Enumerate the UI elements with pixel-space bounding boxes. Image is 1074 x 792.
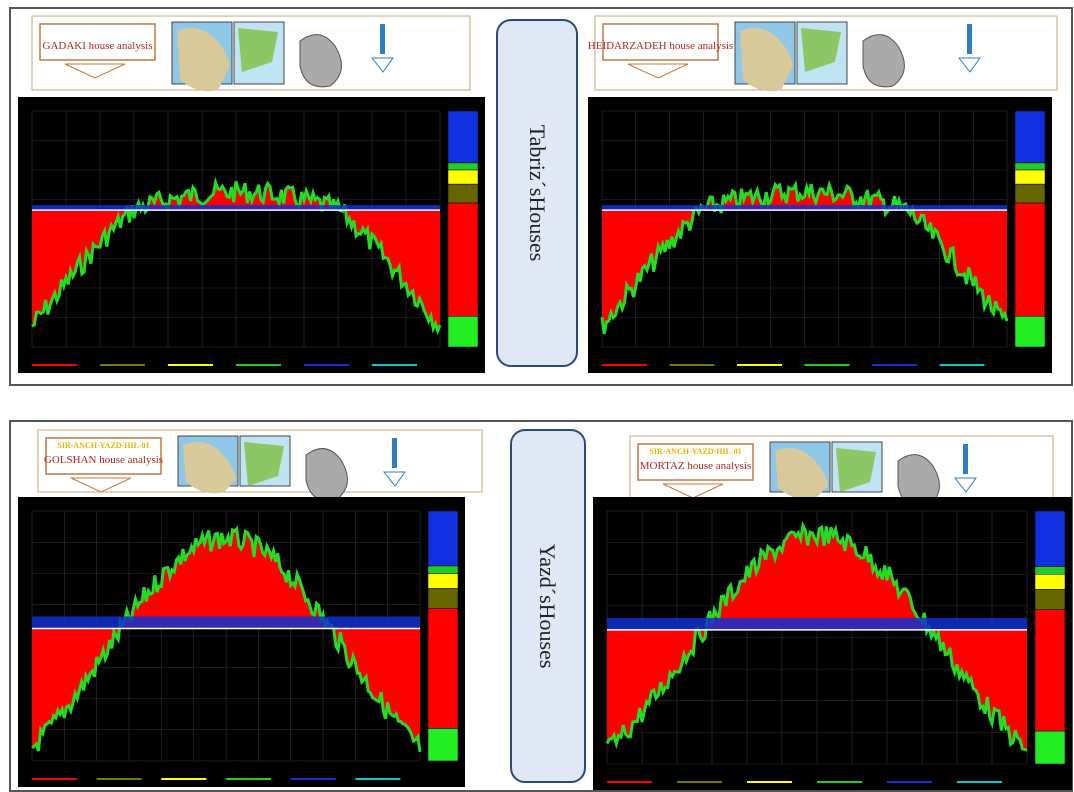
share-segment — [1035, 731, 1065, 764]
solar-band — [32, 617, 420, 629]
share-segment — [1035, 574, 1065, 589]
share-segment — [1015, 316, 1045, 347]
panel-title: GOLSHAN house analysis — [44, 454, 163, 466]
indicator — [392, 438, 397, 468]
group-label: Tabriz´sHouses — [525, 125, 550, 262]
group-label: Yazd´sHouses — [535, 544, 560, 669]
panel-code: SIR-ANCH-YAZD-HIL-01 — [649, 447, 741, 456]
indicator — [963, 444, 968, 474]
share-segment — [1015, 111, 1045, 163]
share-segment — [448, 203, 478, 316]
share-segment — [428, 574, 458, 589]
solar-band — [607, 618, 1027, 630]
panel-code: SIR-ANCH-YAZD-HIL-01 — [57, 441, 149, 450]
share-segment — [448, 184, 478, 203]
share-segment — [428, 609, 458, 729]
indicator — [967, 24, 972, 54]
share-segment — [428, 511, 458, 566]
figure: Tabriz´sHouses Yazd´sHouses GADAKI house… — [0, 0, 1074, 792]
share-segment — [1035, 589, 1065, 609]
share-segment — [428, 566, 458, 574]
share-segment — [428, 589, 458, 609]
share-segment — [1035, 511, 1065, 567]
share-segment — [448, 163, 478, 170]
share-segment — [1015, 170, 1045, 184]
share-segment — [1035, 610, 1065, 731]
share-segment — [1015, 203, 1045, 316]
share-segment — [1015, 163, 1045, 170]
share-segment — [428, 729, 458, 762]
panel-title: HEIDARZADEH house analysis — [588, 40, 733, 52]
indicator — [380, 24, 385, 54]
share-segment — [448, 111, 478, 163]
panel-title: MORTAZ house analysis — [640, 460, 752, 472]
share-segment — [1035, 567, 1065, 575]
share-segment — [1015, 184, 1045, 203]
share-segment — [448, 170, 478, 184]
share-segment — [448, 316, 478, 347]
panel-title: GADAKI house analysis — [43, 40, 153, 52]
